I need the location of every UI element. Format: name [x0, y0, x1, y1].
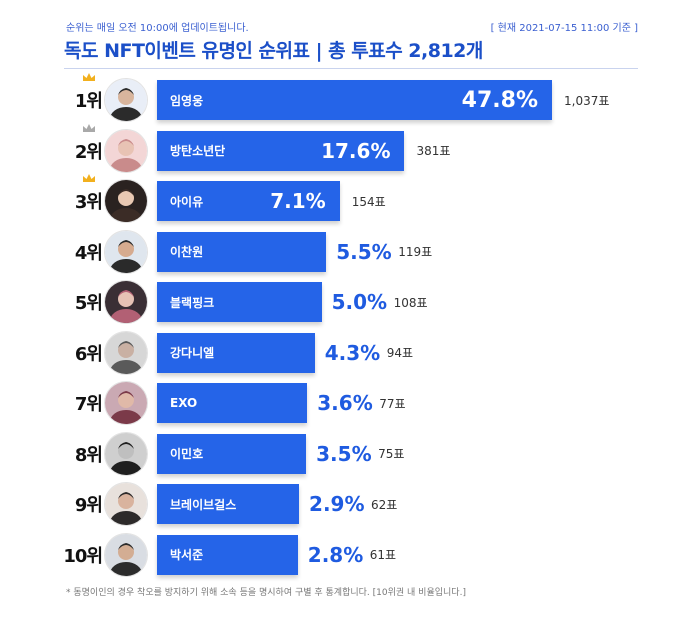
data-label-votes: 61표	[369, 548, 397, 562]
bar-label: 아이유	[170, 194, 204, 209]
data-label-percent: 3.5%	[316, 441, 372, 466]
bar-label: 강다니엘	[170, 346, 215, 360]
silver-crown-icon	[83, 123, 95, 132]
update-note: 순위는 매일 오전 10:00에 업데이트됩니다.	[66, 23, 249, 34]
avatar-7	[105, 382, 147, 424]
rank-label: 8위	[74, 444, 103, 466]
avatar-9	[105, 483, 147, 525]
rank-label: 1위	[74, 91, 103, 112]
bar	[157, 80, 552, 120]
data-label-votes: 381표	[416, 144, 451, 158]
bar-label: 블랙핑크	[170, 295, 215, 310]
gold-crown-icon	[83, 73, 95, 81]
avatar-10	[105, 533, 147, 576]
data-label-percent: 2.8%	[307, 542, 364, 567]
data-label-percent: 5.0%	[331, 290, 388, 314]
bar-label: 이찬원	[170, 245, 204, 259]
rank-label: 4위	[74, 242, 103, 264]
data-label-percent: 4.3%	[324, 340, 381, 365]
title-divider	[64, 68, 638, 69]
rank-label: 3위	[74, 192, 103, 213]
data-label-percent: 47.8%	[461, 87, 538, 113]
bar	[157, 332, 315, 373]
data-label-votes: 75표	[378, 447, 405, 461]
rank-label: 9위	[74, 495, 103, 516]
data-label-votes: 1,037표	[564, 93, 610, 108]
footnote: * 동명이인의 경우 착오를 방지하기 위해 소속 등을 명시하여 구별 후 통…	[66, 588, 466, 598]
data-label-votes: 154표	[351, 194, 386, 209]
bar-label: EXO	[170, 396, 198, 410]
gold-crown-icon	[83, 174, 95, 182]
avatar-5	[105, 281, 147, 323]
bar-label: 박서준	[170, 548, 204, 562]
avatar-1	[105, 79, 147, 121]
data-label-percent: 17.6%	[321, 138, 391, 163]
rank-label: 10위	[63, 545, 103, 567]
bar	[157, 534, 298, 575]
bar-label: 방탄소년단	[170, 144, 226, 158]
data-label-votes: 94표	[386, 346, 414, 360]
bar	[157, 181, 340, 221]
bar-label: 임영웅	[170, 93, 204, 108]
data-label-percent: 5.5%	[336, 239, 392, 264]
bar-label: 이민호	[170, 447, 204, 461]
data-label-percent: 2.9%	[309, 492, 365, 516]
bar-label: 브레이브걸스	[170, 497, 237, 512]
bar	[157, 231, 327, 272]
avatar-3	[105, 180, 147, 222]
data-label-votes: 108표	[393, 295, 428, 310]
rank-label: 6위	[74, 343, 103, 365]
rank-label: 5위	[74, 293, 103, 314]
bar	[157, 130, 405, 171]
avatar-2	[105, 129, 147, 172]
data-label-votes: 77표	[379, 396, 406, 411]
avatar-8	[105, 432, 147, 475]
bar	[157, 282, 322, 322]
avatar-4	[105, 230, 147, 273]
timestamp: [ 현재 2021-07-15 11:00 기준 ]	[490, 23, 638, 34]
bar	[157, 484, 300, 524]
bar	[157, 433, 307, 474]
data-label-percent: 7.1%	[270, 189, 326, 213]
data-label-votes: 119표	[398, 245, 433, 259]
bar	[157, 383, 308, 423]
avatar-6	[105, 331, 147, 374]
data-label-votes: 62표	[371, 497, 398, 512]
data-label-percent: 3.6%	[317, 391, 373, 415]
rank-label: 7위	[74, 394, 103, 415]
chart-title: 독도 NFT이벤트 유명인 순위표 | 총 투표수 2,812개	[64, 40, 483, 62]
rank-label: 2위	[74, 141, 103, 163]
